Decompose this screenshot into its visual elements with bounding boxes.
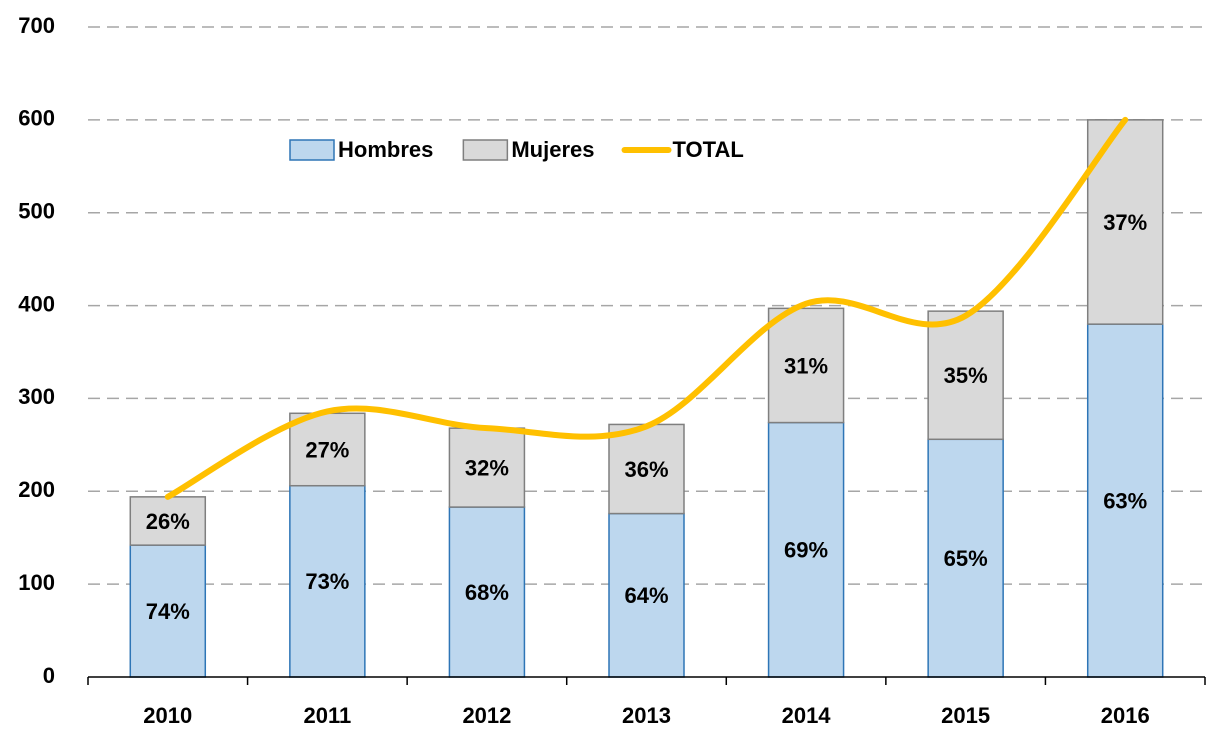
bar-segment bbox=[289, 412, 366, 487]
legend-swatch bbox=[462, 139, 509, 161]
share-label: 27% bbox=[305, 437, 349, 462]
bar-segment bbox=[129, 544, 207, 678]
legend-label: Mujeres bbox=[511, 137, 594, 162]
y-tick-label: 200 bbox=[18, 477, 55, 502]
share-label: 69% bbox=[784, 538, 828, 563]
x-tick-label: 2010 bbox=[143, 703, 192, 728]
x-tick-label: 2012 bbox=[462, 703, 511, 728]
share-label: 35% bbox=[944, 363, 988, 388]
bar-segment bbox=[1086, 323, 1164, 678]
y-tick-label: 700 bbox=[18, 13, 55, 38]
share-label: 26% bbox=[146, 509, 190, 534]
bar-segment bbox=[927, 438, 1004, 678]
bar-segment bbox=[289, 484, 366, 678]
x-tick-label: 2013 bbox=[622, 703, 671, 728]
bar-segment bbox=[448, 427, 526, 508]
share-label: 74% bbox=[146, 599, 190, 624]
x-tick-label: 2015 bbox=[941, 703, 990, 728]
share-label: 32% bbox=[465, 455, 509, 480]
share-label: 37% bbox=[1103, 210, 1147, 235]
y-tick-label: 600 bbox=[18, 106, 55, 131]
y-tick-label: 100 bbox=[18, 570, 55, 595]
x-tick-label: 2011 bbox=[303, 703, 351, 728]
share-label: 63% bbox=[1103, 488, 1147, 513]
y-tick-label: 500 bbox=[18, 199, 55, 224]
share-label: 64% bbox=[624, 583, 668, 608]
y-tick-label: 400 bbox=[18, 291, 55, 316]
total-line bbox=[164, 116, 1129, 500]
bar-segment bbox=[608, 512, 685, 678]
y-tick-label: 300 bbox=[18, 384, 55, 409]
bar-segment bbox=[767, 307, 845, 424]
legend-swatch bbox=[289, 139, 335, 161]
legend-label: Hombres bbox=[338, 137, 433, 162]
x-tick-label: 2014 bbox=[782, 703, 832, 728]
y-tick-label: 0 bbox=[43, 663, 55, 688]
bar-segment bbox=[927, 310, 1004, 441]
x-tick-label: 2016 bbox=[1101, 703, 1150, 728]
share-label: 65% bbox=[944, 546, 988, 571]
share-label: 73% bbox=[305, 569, 349, 594]
legend-label: TOTAL bbox=[673, 137, 744, 162]
share-label: 36% bbox=[624, 457, 668, 482]
bar-segment bbox=[129, 496, 207, 546]
share-label: 31% bbox=[784, 353, 828, 378]
bar-segment bbox=[448, 506, 526, 678]
share-label: 68% bbox=[465, 580, 509, 605]
